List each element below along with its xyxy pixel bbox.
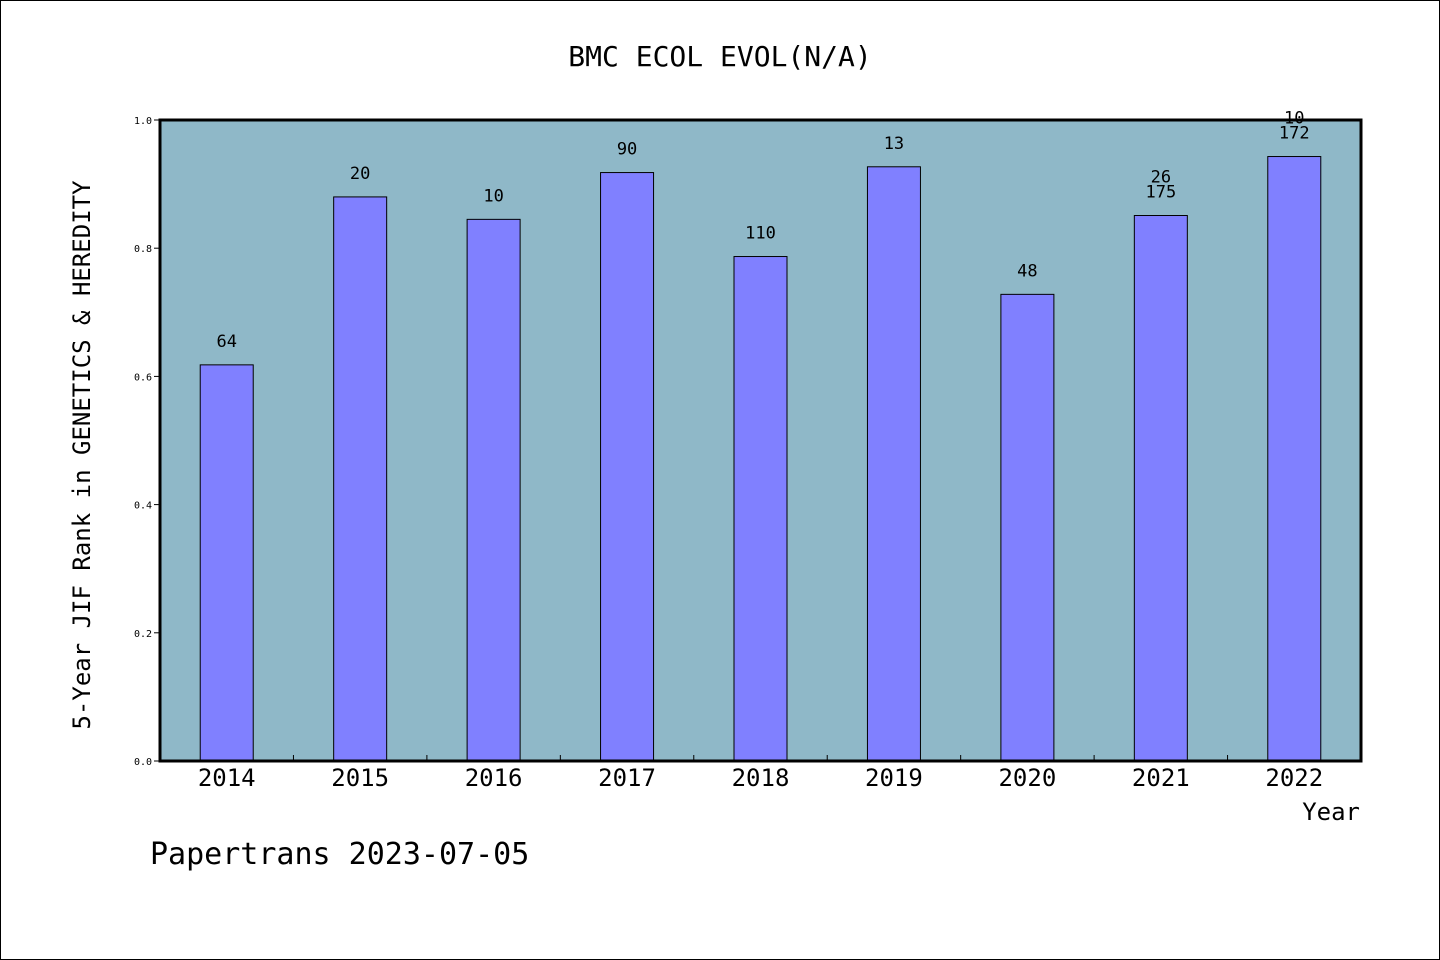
- bar-2016: [466, 218, 521, 762]
- plot-border: [158, 118, 1363, 763]
- bar-2022: [1267, 156, 1322, 762]
- x-tick-label-2016: 2016: [465, 764, 523, 792]
- bar-label-2021-1: 26: [1151, 168, 1171, 188]
- bar-2019: [866, 166, 921, 762]
- y-axis-label: 5-Year JIF Rank in GENETICS & HEREDITY: [68, 180, 96, 730]
- bar-label-2019: 13: [884, 134, 904, 154]
- y-tick-label-0.2: 0.2: [134, 629, 152, 640]
- x-tick-label-2015: 2015: [331, 764, 389, 792]
- x-tick-label-2018: 2018: [732, 764, 790, 792]
- y-tick-label-0.6: 0.6: [134, 372, 152, 383]
- footer-credit: Papertrans 2023-07-05: [150, 837, 529, 872]
- bar-label-2015: 20: [350, 164, 370, 184]
- bar-2017: [600, 172, 655, 762]
- x-tick-label-2014: 2014: [198, 764, 256, 792]
- x-tick-label-2022: 2022: [1265, 764, 1323, 792]
- x-axis-label: Year: [1302, 798, 1360, 826]
- bar-label-2014: 64: [216, 332, 236, 352]
- bar-2021: [1133, 215, 1188, 762]
- bar-label-2022-2: 172: [1279, 124, 1310, 144]
- chart-title: BMC ECOL EVOL(N/A): [568, 40, 871, 73]
- bar-label-2018: 110: [745, 224, 776, 244]
- x-tick-label-2019: 2019: [865, 764, 923, 792]
- bar-2020: [1000, 293, 1055, 762]
- y-tick-label-0.4: 0.4: [134, 501, 152, 512]
- bar-label-2017: 90: [617, 140, 637, 160]
- bar-2018: [733, 256, 788, 762]
- bar-2015: [333, 196, 388, 762]
- bar-2014: [199, 364, 254, 762]
- y-tick-label-0.0: 0.0: [134, 757, 152, 768]
- x-tick-label-2020: 2020: [998, 764, 1056, 792]
- y-tick-label-0.8: 0.8: [134, 244, 152, 255]
- bar-label-2016: 10: [483, 186, 503, 206]
- x-tick-label-2021: 2021: [1132, 764, 1190, 792]
- bar-label-2020: 48: [1017, 261, 1037, 281]
- x-axis: 2014 2015 2016 2017 2018 2019 2020 2021 2022: [198, 755, 1323, 792]
- x-tick-label-2017: 2017: [598, 764, 656, 792]
- y-axis: 0.0 0.2 0.4 0.6 0.8 1.0: [134, 116, 160, 768]
- y-tick-label-1.0: 1.0: [134, 116, 152, 127]
- bar-label-2021-2: 175: [1145, 183, 1176, 203]
- bars-group: [199, 156, 1322, 762]
